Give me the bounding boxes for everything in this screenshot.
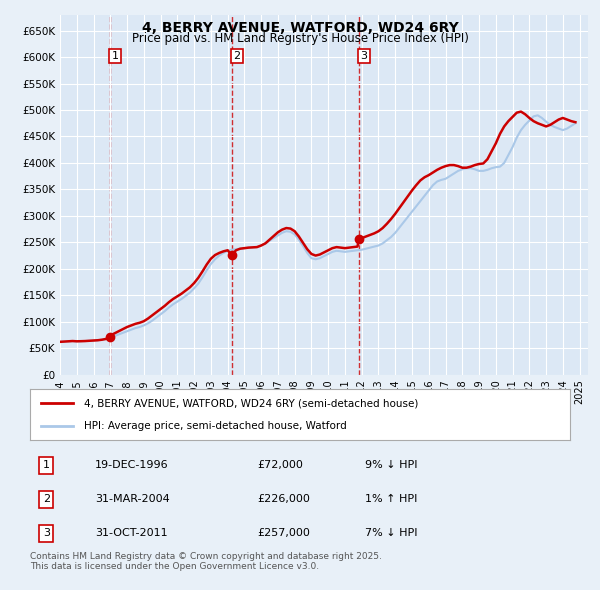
Text: 31-OCT-2011: 31-OCT-2011 xyxy=(95,529,167,538)
Text: 7% ↓ HPI: 7% ↓ HPI xyxy=(365,529,418,538)
Text: 19-DEC-1996: 19-DEC-1996 xyxy=(95,460,169,470)
Text: 1: 1 xyxy=(43,460,50,470)
Text: 1% ↑ HPI: 1% ↑ HPI xyxy=(365,494,417,504)
Text: 1: 1 xyxy=(112,51,118,61)
Text: This data is licensed under the Open Government Licence v3.0.: This data is licensed under the Open Gov… xyxy=(30,562,319,571)
Text: £72,000: £72,000 xyxy=(257,460,302,470)
Text: £257,000: £257,000 xyxy=(257,529,310,538)
Text: 2: 2 xyxy=(43,494,50,504)
Text: Price paid vs. HM Land Registry's House Price Index (HPI): Price paid vs. HM Land Registry's House … xyxy=(131,32,469,45)
Text: 31-MAR-2004: 31-MAR-2004 xyxy=(95,494,170,504)
Text: 3: 3 xyxy=(43,529,50,538)
Text: 2: 2 xyxy=(233,51,241,61)
Text: 4, BERRY AVENUE, WATFORD, WD24 6RY (semi-detached house): 4, BERRY AVENUE, WATFORD, WD24 6RY (semi… xyxy=(84,398,418,408)
Text: Contains HM Land Registry data © Crown copyright and database right 2025.: Contains HM Land Registry data © Crown c… xyxy=(30,552,382,560)
Text: 9% ↓ HPI: 9% ↓ HPI xyxy=(365,460,418,470)
Text: £226,000: £226,000 xyxy=(257,494,310,504)
Text: HPI: Average price, semi-detached house, Watford: HPI: Average price, semi-detached house,… xyxy=(84,421,347,431)
Text: 3: 3 xyxy=(361,51,368,61)
Text: 4, BERRY AVENUE, WATFORD, WD24 6RY: 4, BERRY AVENUE, WATFORD, WD24 6RY xyxy=(142,21,458,35)
